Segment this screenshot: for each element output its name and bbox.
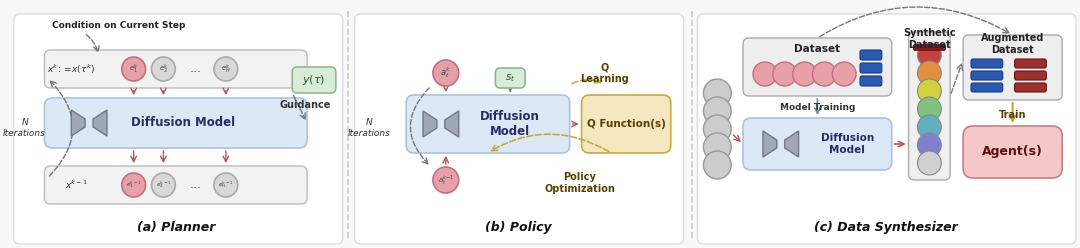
Text: $e_H^k$: $e_H^k$ (221, 62, 231, 76)
Circle shape (918, 97, 942, 121)
Circle shape (122, 173, 146, 197)
FancyBboxPatch shape (406, 95, 569, 153)
FancyBboxPatch shape (743, 38, 892, 96)
Circle shape (433, 60, 459, 86)
Text: Agent(s): Agent(s) (982, 146, 1043, 158)
Polygon shape (423, 111, 437, 137)
Text: Augmented
Dataset: Augmented Dataset (981, 33, 1044, 55)
Circle shape (214, 57, 238, 81)
FancyBboxPatch shape (743, 118, 892, 170)
Text: (b) Policy: (b) Policy (485, 221, 552, 235)
Text: Model Training: Model Training (780, 103, 855, 113)
Text: $e_2^k$: $e_2^k$ (159, 62, 168, 76)
Text: N
Iterations: N Iterations (3, 118, 46, 138)
Circle shape (151, 173, 175, 197)
Circle shape (773, 62, 797, 86)
Text: Guidance: Guidance (280, 100, 330, 110)
Circle shape (918, 151, 942, 175)
FancyBboxPatch shape (971, 71, 1002, 80)
FancyBboxPatch shape (963, 35, 1062, 100)
FancyBboxPatch shape (860, 50, 881, 60)
FancyBboxPatch shape (914, 45, 945, 50)
Text: N
Iterations: N Iterations (348, 118, 391, 138)
FancyBboxPatch shape (44, 50, 307, 88)
Text: $e_H^{k-1}$: $e_H^{k-1}$ (218, 180, 233, 190)
Text: $x^{k-1}$: $x^{k-1}$ (65, 179, 87, 191)
Circle shape (703, 115, 731, 143)
Text: $y(\tau)$: $y(\tau)$ (302, 73, 326, 87)
Circle shape (703, 97, 731, 125)
Polygon shape (445, 111, 459, 137)
Circle shape (703, 133, 731, 161)
FancyBboxPatch shape (14, 14, 342, 244)
Text: Q Function(s): Q Function(s) (586, 119, 665, 129)
Circle shape (433, 167, 459, 193)
Text: $e_2^{k-1}$: $e_2^{k-1}$ (156, 180, 171, 190)
Polygon shape (762, 131, 777, 157)
FancyBboxPatch shape (698, 14, 1076, 244)
FancyBboxPatch shape (1014, 59, 1047, 68)
FancyBboxPatch shape (1014, 83, 1047, 92)
Circle shape (918, 115, 942, 139)
Text: ...: ... (190, 179, 202, 191)
FancyBboxPatch shape (971, 83, 1002, 92)
Text: Q
Learning: Q Learning (580, 62, 629, 84)
Polygon shape (71, 110, 85, 136)
Polygon shape (785, 131, 798, 157)
Circle shape (918, 61, 942, 85)
Circle shape (918, 43, 942, 67)
Circle shape (703, 151, 731, 179)
FancyBboxPatch shape (914, 45, 945, 50)
Text: $a_t^{k\!-\!1}$: $a_t^{k\!-\!1}$ (437, 173, 454, 187)
FancyBboxPatch shape (293, 67, 336, 93)
Circle shape (793, 62, 816, 86)
FancyBboxPatch shape (1014, 71, 1047, 80)
FancyBboxPatch shape (860, 63, 881, 73)
FancyBboxPatch shape (914, 45, 945, 50)
Circle shape (918, 79, 942, 103)
Circle shape (703, 79, 731, 107)
Text: Policy
Optimization: Policy Optimization (544, 172, 615, 194)
Text: Dataset: Dataset (795, 44, 840, 54)
Circle shape (122, 57, 146, 81)
Circle shape (833, 62, 856, 86)
Text: Condition on Current Step: Condition on Current Step (52, 22, 186, 31)
FancyBboxPatch shape (44, 98, 307, 148)
FancyBboxPatch shape (963, 126, 1062, 178)
FancyBboxPatch shape (860, 76, 881, 86)
Text: Diffusion Model: Diffusion Model (131, 117, 235, 129)
Text: (a) Planner: (a) Planner (137, 221, 216, 235)
Text: $x^k\!:=\!x(\tau^k)$: $x^k\!:=\!x(\tau^k)$ (48, 62, 95, 76)
Text: Diffusion
Model: Diffusion Model (481, 110, 540, 138)
Text: $e_1^{k-1}$: $e_1^{k-1}$ (126, 180, 141, 190)
FancyBboxPatch shape (44, 166, 307, 204)
FancyBboxPatch shape (908, 32, 950, 180)
Circle shape (918, 133, 942, 157)
Circle shape (812, 62, 836, 86)
Circle shape (753, 62, 777, 86)
Text: Diffusion
Model: Diffusion Model (821, 133, 874, 155)
FancyBboxPatch shape (496, 68, 525, 88)
Circle shape (151, 57, 175, 81)
FancyBboxPatch shape (914, 45, 945, 50)
FancyBboxPatch shape (971, 59, 1002, 68)
Circle shape (214, 173, 238, 197)
Text: (c) Data Synthesizer: (c) Data Synthesizer (814, 221, 958, 235)
Text: Train: Train (999, 110, 1026, 120)
Text: $e_1^k$: $e_1^k$ (129, 62, 138, 76)
FancyBboxPatch shape (354, 14, 684, 244)
FancyBboxPatch shape (581, 95, 671, 153)
Text: ...: ... (190, 62, 202, 75)
Polygon shape (93, 110, 107, 136)
Text: $a_t^k$: $a_t^k$ (441, 65, 451, 80)
Text: $s_t$: $s_t$ (505, 72, 515, 84)
Text: Synthetic
Dataset: Synthetic Dataset (903, 28, 956, 50)
